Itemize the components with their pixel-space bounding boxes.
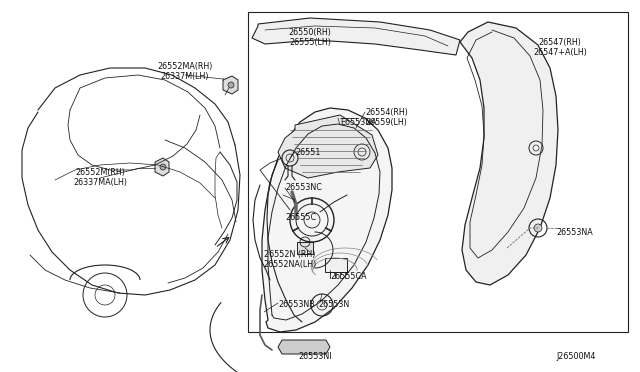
Text: 26553NB: 26553NB (278, 300, 315, 309)
Bar (297, 242, 313, 254)
Polygon shape (262, 108, 392, 332)
Polygon shape (278, 340, 330, 354)
Text: 26553NC: 26553NC (285, 183, 322, 192)
Circle shape (160, 164, 166, 170)
Circle shape (228, 82, 234, 88)
Bar (248, 12, 628, 332)
Text: 26555CA: 26555CA (330, 272, 367, 281)
Text: J26500M4: J26500M4 (557, 352, 596, 361)
Text: 26551: 26551 (295, 148, 321, 157)
Text: 26553NA: 26553NA (556, 228, 593, 237)
Text: E6553NA: E6553NA (340, 118, 376, 127)
Text: 26552MA(RH)
26337M(LH): 26552MA(RH) 26337M(LH) (157, 62, 212, 81)
Bar (325, 258, 347, 272)
Text: 26547(RH)
26547+A(LH): 26547(RH) 26547+A(LH) (533, 38, 587, 57)
Text: 26553NI: 26553NI (298, 352, 332, 361)
Polygon shape (223, 76, 238, 94)
Text: 26552M(RH)
26337MA(LH): 26552M(RH) 26337MA(LH) (73, 168, 127, 187)
Text: 26554(RH)
26559(LH): 26554(RH) 26559(LH) (365, 108, 408, 127)
Text: 26550(RH)
26555(LH): 26550(RH) 26555(LH) (289, 28, 332, 47)
Text: 26553N: 26553N (318, 300, 349, 309)
Polygon shape (278, 115, 378, 178)
Polygon shape (252, 18, 460, 55)
Text: 26555C: 26555C (285, 213, 316, 222)
Circle shape (534, 224, 542, 232)
Polygon shape (460, 22, 558, 285)
Polygon shape (155, 158, 169, 176)
Text: 26552N (RH)
26552NA(LH): 26552N (RH) 26552NA(LH) (263, 250, 316, 269)
